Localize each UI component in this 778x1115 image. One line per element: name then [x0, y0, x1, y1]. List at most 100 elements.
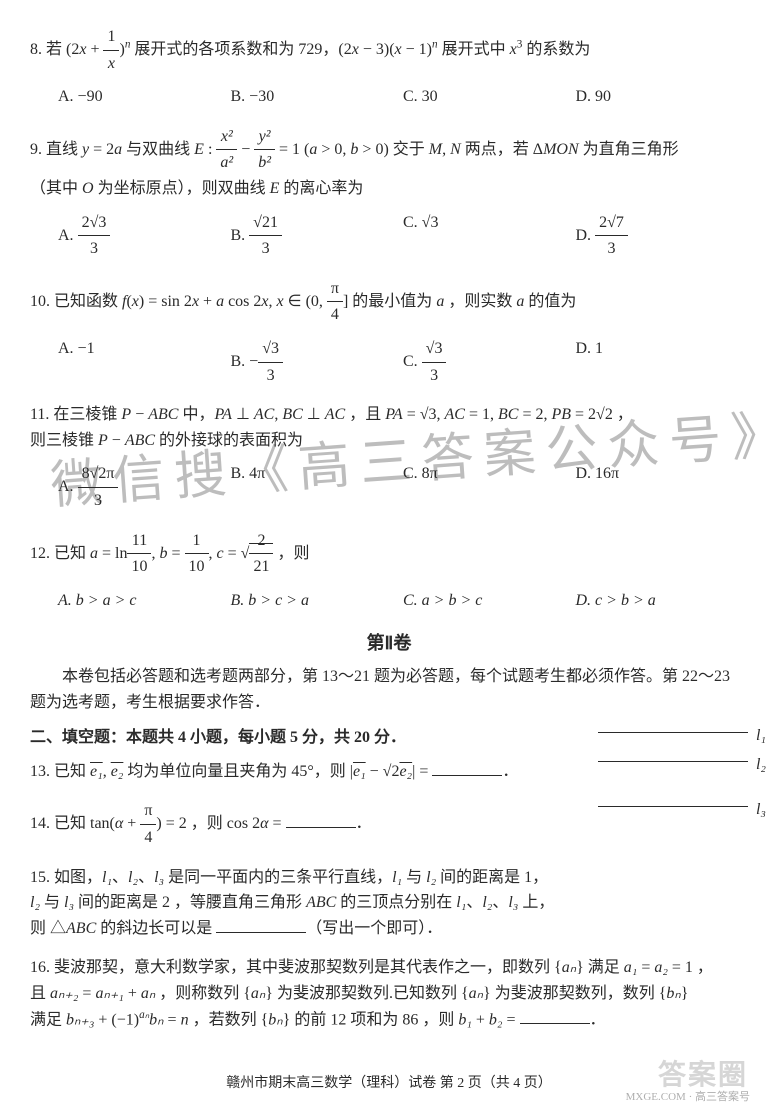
q11-surf: 的外接球的表面积为	[155, 432, 303, 449]
q16-l3c: } 的前 12 项和为 86 ，则	[283, 1011, 459, 1028]
q9-M: M	[429, 141, 442, 158]
q15-s4: 、	[492, 894, 508, 911]
q14-pin: π	[140, 798, 156, 825]
q10-opt-a: A. −1	[58, 336, 231, 388]
parallel-lines-figure: l₁ l₂ l₃	[598, 732, 748, 807]
q9A-label: A.	[58, 226, 74, 243]
q12-rn: 2	[249, 528, 273, 555]
q10-pre: 已知函数	[54, 293, 122, 310]
q9-f1n: x²	[216, 124, 237, 151]
q13-end: | =	[412, 763, 432, 780]
q8-x3: x	[395, 41, 402, 58]
q8-t1: 若 (2	[46, 41, 79, 58]
q16-l2c: } 为斐波那契数列.已知数列 {	[265, 985, 468, 1002]
q9-a: a	[114, 141, 122, 158]
q14-blank	[286, 811, 356, 828]
q15-l2b2: l₃	[64, 894, 74, 911]
q10-opts: A. −1 B. −√33 C. √33 D. 1	[30, 336, 748, 388]
question-11: 11. 在三棱锥 P − ABC 中，PA ⊥ AC, BC ⊥ AC ，且 P…	[30, 402, 748, 513]
q14-pid: 4	[140, 825, 156, 851]
q9D-d: 3	[595, 236, 628, 262]
q12A: A. b > a > c	[58, 592, 136, 609]
q10-num: 10.	[30, 293, 50, 310]
q14-eq: =	[269, 815, 286, 832]
q11-ABC: ABC	[148, 406, 178, 423]
q12-opt-a: A. b > a > c	[58, 588, 231, 614]
q9-two: 两点，若 Δ	[461, 141, 543, 158]
q12-f1n: 11	[127, 528, 151, 555]
q11-P2: P	[98, 432, 108, 449]
q15-s2: 、	[138, 869, 154, 886]
line-l2-label: l₂	[756, 752, 766, 778]
q15-m1: 是同一平面内的三条平行直线，	[164, 869, 392, 886]
section-2-instruction: 本卷包括必答题和选考题两部分，第 13～21 题为必答题，每个试题考生都必须作答…	[30, 664, 748, 715]
q11-eq: = √3,	[403, 406, 445, 423]
q10C-f: √33	[422, 336, 447, 388]
page-footer: 赣州市期末高三数学（理科）试卷 第 2 页（共 4 页）	[30, 1073, 748, 1095]
q9-opt-b: B. √213	[231, 210, 404, 262]
q9D-frac: 2√73	[595, 210, 628, 262]
question-8: 8. 若 (2x + 1x)n 展开式的各项系数和为 729，(2x − 3)(…	[30, 24, 748, 110]
q11-l1p: 在三棱锥	[53, 406, 121, 423]
q16-bn: bₙ	[666, 985, 680, 1002]
q9-text: 9. 直线 y = 2a 与双曲线 E : x²a² − y²b² = 1 (a…	[30, 124, 748, 202]
q15-v: 的三顶点分别在	[336, 894, 456, 911]
q10C-l: C.	[403, 353, 422, 370]
q10-pid: 4	[327, 302, 343, 328]
q12-c: c	[217, 544, 224, 561]
q16-an3: aₙ	[251, 985, 265, 1002]
q9-l2: （其中	[30, 180, 82, 197]
q10-pin: π	[327, 276, 343, 303]
q9-tri: 为直角三角形	[579, 141, 679, 158]
q16-b1: b₁	[458, 1011, 472, 1028]
q14-a2: α	[260, 815, 268, 832]
q13-num: 13.	[30, 763, 50, 780]
q9-c: ,	[442, 141, 450, 158]
q11-num: 11.	[30, 406, 49, 423]
q9-f2ni: y²	[259, 128, 271, 145]
q16-bn0: bₙ	[149, 1011, 163, 1028]
q15-ABC: ABC	[306, 894, 336, 911]
l2-i: l₂	[756, 756, 766, 773]
q15-and2: 与	[40, 894, 64, 911]
q9-colon: :	[204, 141, 216, 158]
q9C-v: √3	[422, 214, 439, 231]
q12-sqrt: 221	[249, 543, 273, 561]
q14-mid: ) = 2 ，则 cos 2	[156, 815, 260, 832]
q16-l2d: } 为斐波那契数列，数列 {	[483, 985, 666, 1002]
q10-br: ] 的最小值为	[343, 293, 436, 310]
q11-PA: PA	[214, 406, 231, 423]
q9-E2: E	[270, 180, 280, 197]
q8-f1d-i: x	[108, 55, 115, 72]
q10-x2: x	[192, 293, 199, 310]
q11-ABC2: ABC	[125, 432, 155, 449]
l3-i: l₃	[756, 801, 766, 818]
q16-l2e: }	[681, 985, 689, 1002]
q9-gt0b: > 0) 交于	[358, 141, 428, 158]
q15-l2c: l₂	[482, 894, 492, 911]
q8-num: 8.	[30, 41, 42, 58]
q10-opt-c: C. √33	[403, 336, 576, 388]
q14-plus: +	[123, 815, 140, 832]
q10-pi: π4	[327, 276, 343, 328]
q16-l3b: ，若数列 {	[189, 1011, 269, 1028]
q14-pi: π4	[140, 798, 156, 850]
q14-pre: 已知 tan(	[54, 815, 115, 832]
q8-x2: x	[352, 41, 359, 58]
q11-l2p: 则三棱锥	[30, 432, 98, 449]
q11-m1: 中，	[178, 406, 214, 423]
q10-opt-d: D. 1	[576, 336, 749, 388]
q8-frac1: 1x	[103, 24, 119, 76]
q10-then: ，则实数	[444, 293, 516, 310]
q10-text: 10. 已知函数 f(x) = sin 2x + a cos 2x, x ∈ (…	[30, 276, 748, 328]
q8-t4: − 3)(	[359, 41, 395, 58]
q11-eq2: = 2,	[518, 406, 551, 423]
q11-text: 11. 在三棱锥 P − ABC 中，PA ⊥ AC, BC ⊥ AC ，且 P…	[30, 402, 748, 453]
q9-f2di: b²	[258, 154, 271, 171]
q11-BC2: BC	[498, 406, 518, 423]
q11A-f: 8√2π3	[78, 461, 119, 513]
q12D: D. c > b > a	[576, 592, 656, 609]
q8-t6: 展开式中	[438, 41, 510, 58]
q15-s3: 、	[466, 894, 482, 911]
q9-f1di: a²	[220, 154, 233, 171]
